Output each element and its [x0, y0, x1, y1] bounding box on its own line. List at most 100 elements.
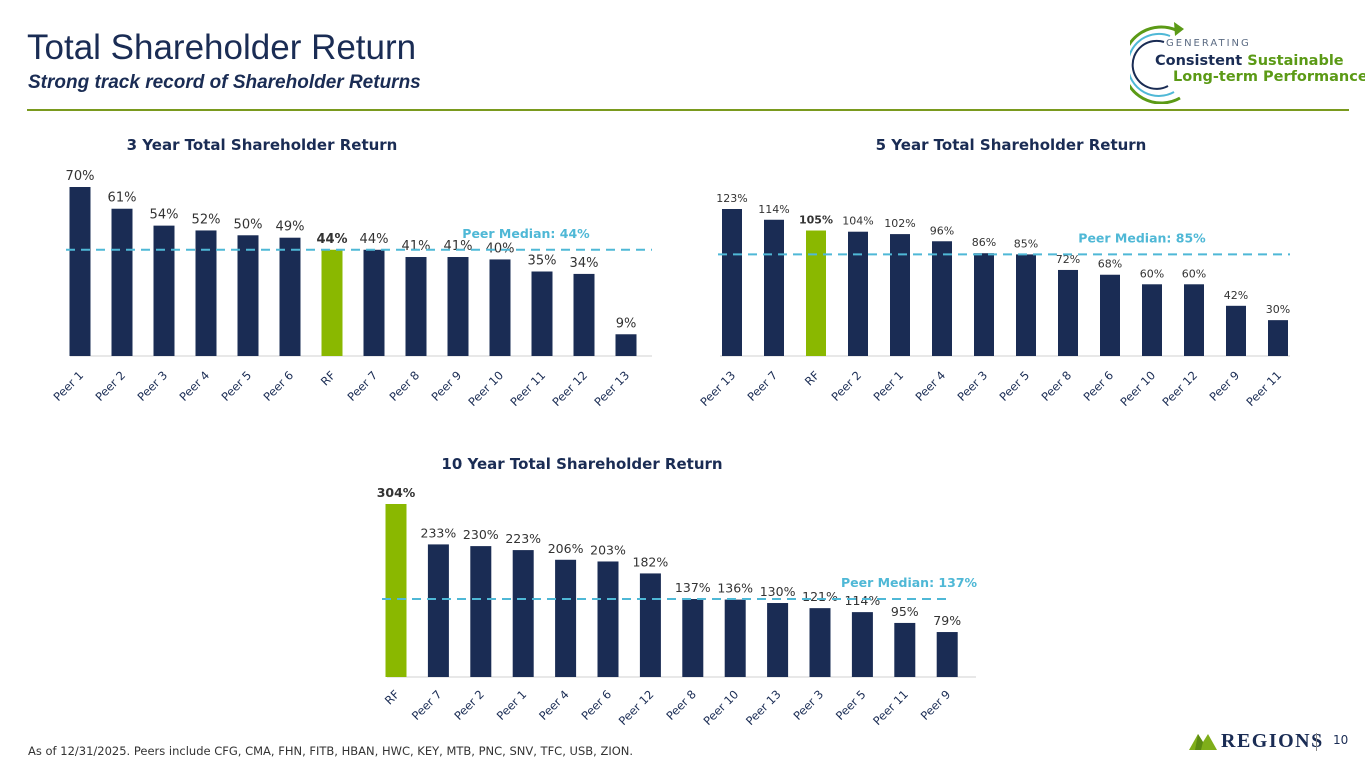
badge-kicker: GENERATING [1166, 38, 1251, 49]
category-label: Peer 12 [1159, 368, 1200, 409]
data-label: 304% [377, 485, 416, 500]
data-label: 30% [1266, 303, 1290, 316]
data-label: 52% [192, 212, 221, 227]
data-label: 114% [758, 203, 789, 216]
bar-peer-10 [724, 599, 746, 677]
category-label: Peer 6 [1080, 368, 1116, 404]
bar-rf [321, 249, 343, 356]
category-label: Peer 4 [176, 368, 212, 404]
bar-peer-9 [1226, 305, 1246, 356]
data-label: 35% [528, 254, 557, 269]
bar-peer-9 [936, 632, 958, 677]
category-label: Peer 11 [507, 368, 548, 409]
bar-peer-7 [363, 249, 385, 356]
median-label: Peer Median: 137% [841, 575, 978, 590]
bar-peer-6 [597, 561, 619, 677]
data-label: 44% [360, 232, 389, 247]
bar-peer-3 [809, 608, 831, 677]
category-label: Peer 4 [912, 368, 948, 404]
bar-peer-10 [1142, 284, 1162, 356]
data-label: 96% [930, 224, 954, 237]
data-label: 86% [972, 236, 996, 249]
category-label: Peer 11 [870, 687, 911, 728]
chart-title: 5 Year Total Shareholder Return [876, 136, 1147, 154]
category-label: Peer 13 [591, 368, 632, 409]
category-label: Peer 7 [744, 368, 780, 404]
data-label: 41% [444, 239, 473, 254]
chart-title: 3 Year Total Shareholder Return [127, 136, 398, 154]
category-label: Peer 5 [833, 687, 869, 723]
category-label: Peer 6 [260, 368, 296, 404]
data-label: 34% [570, 256, 599, 271]
category-label: Peer 3 [954, 368, 990, 404]
data-label: 233% [421, 525, 457, 540]
bar-peer-3 [974, 253, 994, 356]
data-label: 42% [1224, 289, 1248, 302]
category-label: RF [802, 368, 822, 388]
category-label: Peer 8 [663, 687, 699, 723]
category-label: Peer 13 [697, 368, 738, 409]
bar-peer-11 [531, 271, 553, 356]
bar-peer-10 [489, 259, 511, 356]
bar-peer-8 [405, 257, 427, 356]
bar-rf [385, 504, 407, 677]
bar-peer-8 [1058, 269, 1078, 356]
bar-peer-12 [639, 573, 661, 677]
category-label: Peer 11 [1243, 368, 1284, 409]
data-label: 49% [276, 220, 305, 235]
category-label: Peer 10 [701, 687, 742, 728]
bar-peer-4 [195, 230, 217, 356]
badge-line-1: Consistent Sustainable [1155, 53, 1344, 69]
data-label: 206% [548, 541, 584, 556]
bar-peer-5 [237, 235, 259, 356]
page-number: 10 [1333, 733, 1349, 747]
data-label: 70% [66, 169, 95, 184]
badge-word-consistent: Consistent [1155, 53, 1243, 69]
category-label: Peer 2 [828, 368, 864, 404]
data-label: 40% [486, 241, 515, 256]
data-label: 230% [463, 527, 499, 542]
category-label: Peer 9 [918, 687, 954, 723]
bar-peer-5 [1016, 254, 1036, 356]
bar-peer-4 [555, 559, 577, 677]
bar-peer-1 [69, 187, 91, 356]
tsr-3yr-chart: 3 Year Total Shareholder Return 70% Peer 1… [50, 136, 652, 409]
category-label: Peer 5 [218, 368, 254, 404]
category-label: RF [318, 368, 338, 388]
data-label: 182% [633, 554, 669, 569]
bar-peer-12 [573, 273, 595, 356]
bar-peer-1 [890, 234, 910, 356]
data-label: 79% [933, 613, 961, 628]
category-label: Peer 5 [996, 368, 1032, 404]
data-label: 54% [150, 208, 179, 223]
data-label: 61% [108, 191, 137, 206]
bar-peer-2 [848, 231, 868, 356]
bar-peer-12 [1184, 284, 1204, 356]
bar-peer-1 [512, 550, 534, 677]
category-label: Peer 3 [790, 687, 826, 723]
data-label: 114% [845, 593, 881, 608]
chart-title: 10 Year Total Shareholder Return [441, 455, 722, 473]
median-label: Peer Median: 44% [462, 226, 590, 241]
category-label: Peer 10 [1117, 368, 1158, 409]
category-label: Peer 9 [428, 368, 464, 404]
tsr-5yr-chart: 5 Year Total Shareholder Return 123% Peer … [697, 136, 1290, 409]
brand-separator [1316, 733, 1317, 751]
bar-peer-8 [682, 599, 704, 677]
bar-peer-6 [1100, 274, 1120, 356]
data-label: 95% [891, 604, 919, 619]
category-label: Peer 7 [409, 687, 445, 723]
data-label: 41% [402, 239, 431, 254]
tsr-10yr-chart: 10 Year Total Shareholder Return 304% RF 23… [377, 455, 978, 728]
data-label: 130% [760, 584, 796, 599]
category-label: Peer 3 [134, 368, 170, 404]
performance-badge: GENERATING Consistent Sustainable Long-t… [1130, 18, 1365, 104]
category-label: Peer 12 [616, 687, 657, 728]
category-label: Peer 9 [1206, 368, 1242, 404]
bar-peer-13 [722, 209, 742, 356]
category-label: Peer 13 [743, 687, 784, 728]
category-label: Peer 1 [494, 687, 530, 723]
category-label: Peer 4 [536, 687, 572, 723]
data-label: 123% [716, 192, 747, 205]
regions-leaf-icon [1189, 734, 1217, 750]
